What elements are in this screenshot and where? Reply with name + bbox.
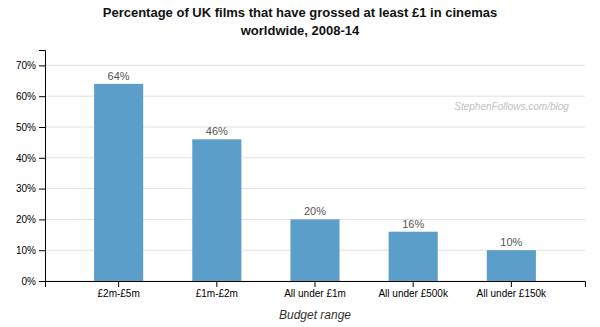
y-tick-label: 20% xyxy=(16,214,36,225)
y-tick-label: 70% xyxy=(16,60,36,71)
y-tick-mark xyxy=(39,158,45,159)
bar xyxy=(192,139,241,281)
x-tick-label: £2m-£5m xyxy=(98,288,140,299)
y-axis: 0% 10% 20% 30% 40% 50% 60% 70% xyxy=(16,51,46,287)
annotation: StephenFollows.com/blog xyxy=(454,101,569,112)
y-tick: 30% xyxy=(16,183,45,194)
y-tick: 10% xyxy=(16,245,45,256)
y-tick-mark xyxy=(39,65,45,66)
data-label: 16% xyxy=(402,218,424,230)
grid-line xyxy=(45,65,585,66)
x-tick-label: £1m-£2m xyxy=(196,288,238,299)
x-tick-mark xyxy=(511,281,512,287)
y-tick: 0% xyxy=(22,276,45,287)
y-tick-mark xyxy=(39,189,45,190)
y-tick: 70% xyxy=(16,60,45,71)
bars xyxy=(94,84,536,281)
x-tick-mark xyxy=(118,281,119,287)
x-tick: All under £500k xyxy=(378,281,448,299)
x-tick-mark xyxy=(413,281,414,287)
x-tick-label: All under £150k xyxy=(477,288,547,299)
chart-svg: Percentage of UK films that have grossed… xyxy=(0,0,600,327)
y-tick-label: 0% xyxy=(22,276,37,287)
y-tick: 60% xyxy=(16,91,45,102)
data-label: 64% xyxy=(108,70,130,82)
y-tick-label: 50% xyxy=(16,122,36,133)
x-tick: £2m-£5m xyxy=(98,281,140,299)
x-tick-label: All under £500k xyxy=(378,288,448,299)
y-tick-label: 60% xyxy=(16,91,36,102)
plot: 64% 46% 20% 16% 10% 0% 10% 20% 30% 40% 50% 60% 70% £2… xyxy=(16,51,586,300)
y-tick-mark xyxy=(39,250,45,251)
title: Percentage of UK films that have grossed… xyxy=(103,5,497,20)
x-tick-label: All under £1m xyxy=(284,288,346,299)
x-tick-mark xyxy=(315,281,316,287)
y-tick-mark xyxy=(39,127,45,128)
data-label: 46% xyxy=(206,125,228,137)
bar xyxy=(290,219,339,281)
data-labels: 64% 46% 20% 16% 10% xyxy=(108,70,523,248)
subtitle: worldwide, 2008-14 xyxy=(240,23,360,38)
y-tick: 40% xyxy=(16,153,45,164)
data-label: 10% xyxy=(500,236,522,248)
bar xyxy=(94,84,143,281)
x-tick-mark xyxy=(216,281,217,287)
x-axis: £2m-£5m £1m-£2m All under £1m All under £50… xyxy=(46,281,586,299)
x-tick: All under £1m xyxy=(284,281,346,299)
x-tick: £1m-£2m xyxy=(196,281,238,299)
y-tick-label: 40% xyxy=(16,153,36,164)
y-tick-mark xyxy=(39,219,45,220)
y-tick-label: 10% xyxy=(16,245,36,256)
grid xyxy=(45,65,585,281)
x-axis-line xyxy=(46,282,586,288)
bar xyxy=(389,232,438,281)
y-tick-mark xyxy=(39,96,45,97)
bar xyxy=(487,250,536,281)
data-label: 20% xyxy=(304,205,326,217)
x-tick: All under £150k xyxy=(477,281,547,299)
y-tick-label: 30% xyxy=(16,183,36,194)
y-tick-mark xyxy=(39,281,45,282)
chart-container: Percentage of UK films that have grossed… xyxy=(0,0,600,327)
y-tick: 50% xyxy=(16,122,45,133)
y-axis-line xyxy=(39,51,46,282)
x-axis-title: Budget range xyxy=(279,308,351,322)
y-tick: 20% xyxy=(16,214,45,225)
